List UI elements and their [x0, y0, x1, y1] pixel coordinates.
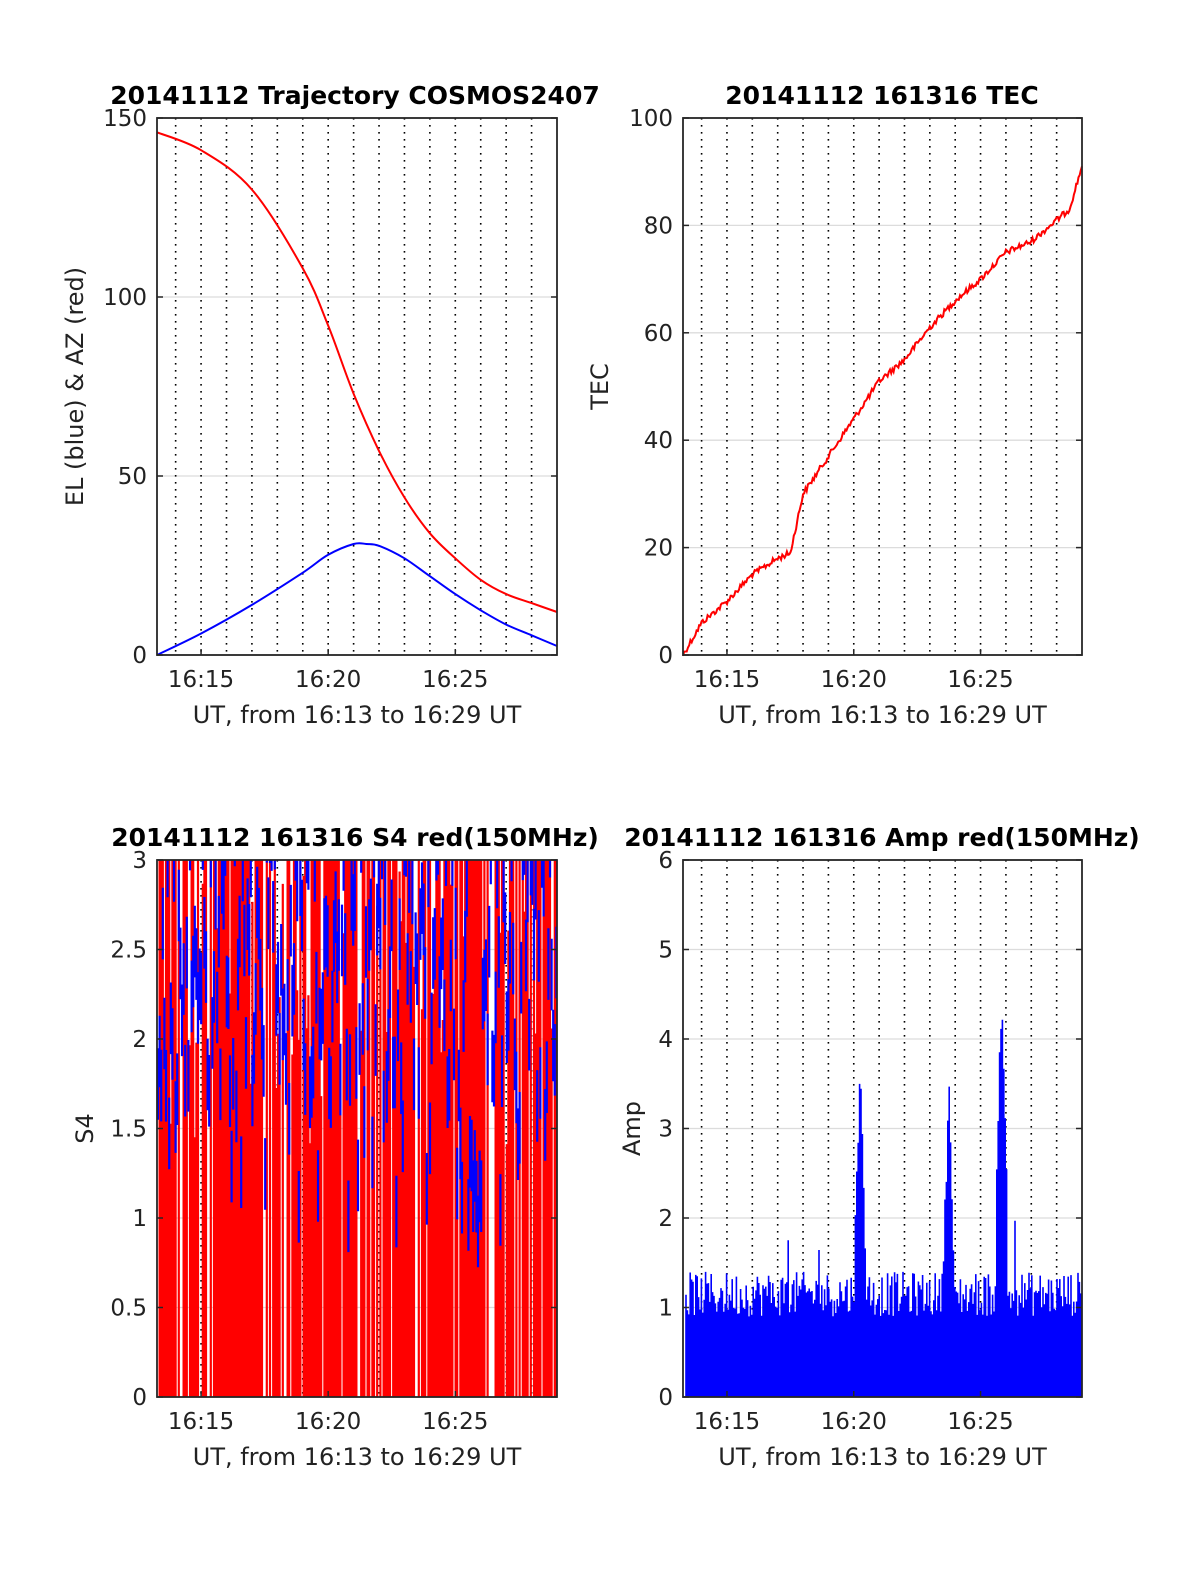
- x-tick-label: 16:20: [295, 1409, 361, 1435]
- y-axis-label: EL (blue) & AZ (red): [61, 267, 89, 506]
- y-tick-label: 2: [658, 1206, 673, 1232]
- x-tick-label: 16:20: [821, 1409, 887, 1435]
- y-tick-label: 20: [644, 536, 673, 562]
- y-axis-label: S4: [71, 1113, 99, 1144]
- x-tick-label: 16:20: [295, 667, 361, 693]
- chart-title: 20141112 161316 Amp red(150MHz): [624, 823, 1140, 852]
- series-amp-trace: [685, 1019, 1082, 1397]
- y-tick-label: 0: [132, 1385, 147, 1411]
- y-axis-label: TEC: [586, 363, 614, 411]
- chart-title: 20141112 161316 TEC: [725, 81, 1038, 110]
- x-tick-label: 16:25: [422, 1409, 488, 1435]
- x-axis-label: UT, from 16:13 to 16:29 UT: [193, 1443, 522, 1471]
- y-tick-label: 40: [644, 428, 673, 454]
- chart-title: 20141112 Trajectory COSMOS2407: [110, 81, 600, 110]
- y-tick-label: 3: [132, 848, 147, 874]
- x-tick-label: 16:15: [168, 667, 234, 693]
- x-axis-label: UT, from 16:13 to 16:29 UT: [193, 701, 522, 729]
- y-tick-label: 0.5: [110, 1296, 147, 1322]
- y-tick-label: 100: [103, 285, 147, 311]
- x-tick-label: 16:20: [821, 667, 887, 693]
- x-axis-label: UT, from 16:13 to 16:29 UT: [718, 1443, 1047, 1471]
- y-axis-label: Amp: [618, 1101, 646, 1156]
- x-tick-label: 16:15: [694, 1409, 760, 1435]
- y-tick-label: 0: [132, 643, 147, 669]
- y-tick-label: 80: [644, 213, 673, 239]
- y-tick-label: 0: [658, 643, 673, 669]
- chart-panel-1: 0 50 100 150 16:15 16:20 16:25 20141112 Traject…: [61, 81, 600, 729]
- series-red-trace: [158, 860, 558, 1397]
- chart-panel-2: 0 20 40 60 80 100 16:15 16:20 16:25 20141112 1613…: [586, 81, 1083, 729]
- y-tick-label: 100: [629, 106, 673, 132]
- y-tick-label: 0: [658, 1385, 673, 1411]
- y-tick-label: 60: [644, 321, 673, 347]
- series-line-1: [682, 166, 1083, 657]
- x-tick-label: 16:15: [168, 1409, 234, 1435]
- chart-panel-4: 0 1 2 3 4 5 6 16:15 16:20 16:25 20141112 161316 Am…: [618, 823, 1140, 1471]
- y-tick-label: 2: [132, 1027, 147, 1053]
- chart-title: 20141112 161316 S4 red(150MHz): [111, 823, 599, 852]
- x-tick-label: 16:25: [422, 667, 488, 693]
- x-axis-label: UT, from 16:13 to 16:29 UT: [718, 701, 1047, 729]
- x-tick-label: 16:25: [947, 1409, 1013, 1435]
- y-tick-label: 1: [132, 1206, 147, 1232]
- axes-box: [682, 117, 1083, 656]
- x-tick-label: 16:25: [947, 667, 1013, 693]
- series-line-1: [156, 131, 558, 613]
- axes-box: [156, 117, 558, 656]
- y-tick-label: 1: [658, 1296, 673, 1322]
- y-tick-label: 5: [658, 938, 673, 964]
- series-line-2: [156, 542, 558, 656]
- y-tick-label: 2.5: [110, 938, 147, 964]
- series-blue-trace: [156, 860, 558, 1268]
- y-tick-label: 4: [658, 1027, 673, 1053]
- y-tick-label: 150: [103, 106, 147, 132]
- y-tick-label: 3: [658, 1117, 673, 1143]
- y-tick-label: 6: [658, 848, 673, 874]
- y-tick-label: 50: [118, 464, 147, 490]
- chart-panel-3: 0 0.5 1 1.5 2 2.5 3 16:15 16:20 16:25 20141112 161…: [71, 823, 599, 1471]
- y-tick-label: 1.5: [110, 1117, 147, 1143]
- x-tick-label: 16:15: [694, 667, 760, 693]
